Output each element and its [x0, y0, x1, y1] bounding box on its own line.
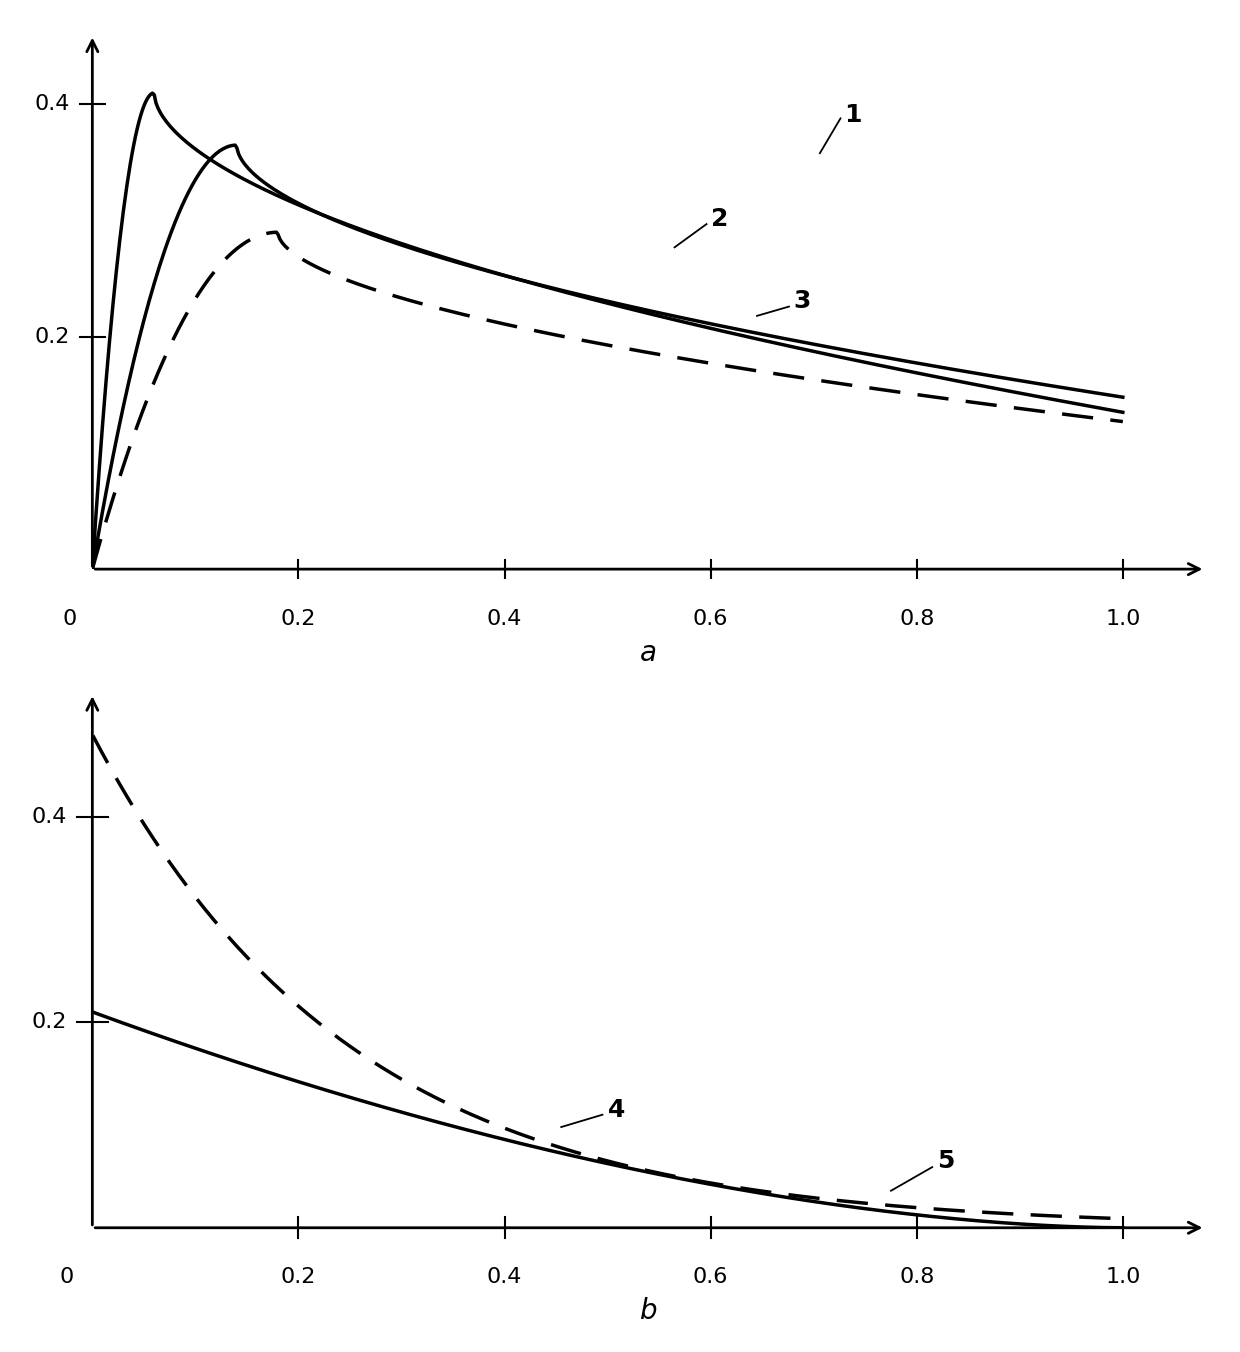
Text: 0.6: 0.6	[693, 1267, 728, 1287]
Text: 0.2: 0.2	[35, 327, 69, 346]
Text: 0.2: 0.2	[31, 1013, 67, 1032]
Text: 0.8: 0.8	[899, 608, 935, 629]
Text: 4: 4	[608, 1098, 625, 1122]
Text: a: a	[640, 638, 657, 667]
Text: 1.0: 1.0	[1105, 608, 1141, 629]
Text: 2: 2	[711, 207, 728, 231]
Text: 0.6: 0.6	[693, 608, 728, 629]
Text: 0.2: 0.2	[280, 1267, 316, 1287]
Text: 5: 5	[937, 1149, 955, 1174]
Text: 0.4: 0.4	[31, 807, 67, 826]
Text: 0: 0	[62, 608, 77, 629]
Text: 0.8: 0.8	[899, 1267, 935, 1287]
Text: 0: 0	[60, 1267, 73, 1287]
Text: 0.4: 0.4	[487, 608, 522, 629]
Text: b: b	[640, 1297, 657, 1325]
Text: 0.4: 0.4	[35, 95, 69, 115]
Text: 3: 3	[794, 289, 811, 312]
Text: 1: 1	[844, 103, 862, 127]
Text: 1.0: 1.0	[1105, 1267, 1141, 1287]
Text: 0.4: 0.4	[487, 1267, 522, 1287]
Text: 0.2: 0.2	[280, 608, 316, 629]
